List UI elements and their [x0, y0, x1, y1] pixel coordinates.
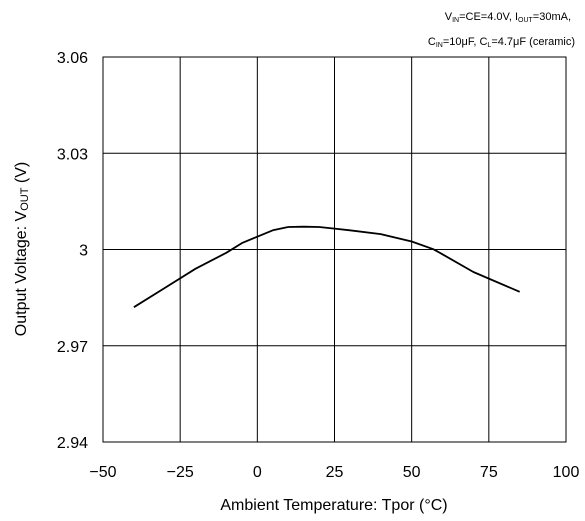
- y-axis-label-suffix: (V): [13, 162, 30, 188]
- y-tick-label: 3.03: [57, 146, 88, 163]
- y-axis-label-sub: OUT: [19, 187, 31, 211]
- cond-iout-i: I: [515, 11, 518, 23]
- y-axis-label-prefix: Output Voltage: V: [13, 210, 30, 336]
- y-tick-label: 2.97: [57, 339, 88, 356]
- cond-iout-val: =30mA,: [533, 11, 571, 23]
- y-tick-label: 2.94: [57, 435, 88, 452]
- cond-cin-sub: IN: [436, 42, 443, 49]
- conditions-line-2: CIN=10μF, CL=4.7μF (ceramic): [428, 36, 575, 49]
- cond-cin-val: =10μF,: [443, 36, 480, 48]
- x-axis-label: Ambient Temperature: Tpor (°C): [220, 497, 447, 514]
- x-tick-label: 25: [326, 464, 344, 481]
- cond-vin-sub: IN: [452, 17, 459, 24]
- x-tick-label: −25: [167, 464, 194, 481]
- series-line: [133, 225, 521, 308]
- cond-cl-val: =4.7μF (ceramic): [491, 36, 575, 48]
- cond-iout-sub: OUT: [518, 17, 534, 24]
- x-tick-label: 75: [480, 464, 498, 481]
- y-axis-label: Output Voltage: VOUT (V): [13, 162, 31, 336]
- grid: [102, 56, 567, 443]
- plot-area: [102, 56, 567, 443]
- cond-ce: =CE=4.0V,: [459, 11, 515, 23]
- x-tick-label: −50: [89, 464, 116, 481]
- cond-vin-v: V: [445, 11, 453, 23]
- cond-cl-sub: L: [487, 42, 491, 49]
- cond-cin-c: C: [428, 36, 436, 48]
- x-tick-label: 100: [553, 464, 580, 481]
- series: [133, 225, 521, 308]
- conditions-line-1: VIN=CE=4.0V, IOUT=30mA,: [445, 11, 571, 24]
- y-tick-label: 3.06: [57, 50, 88, 67]
- x-tick-label: 0: [253, 464, 262, 481]
- cond-cl-c: C: [479, 36, 487, 48]
- y-tick-label: 3: [79, 243, 88, 260]
- x-tick-label: 50: [403, 464, 421, 481]
- tick-labels: −50 −25 0 25 50 75 100 2.94 2.97 3 3.03 3.06: [57, 50, 580, 481]
